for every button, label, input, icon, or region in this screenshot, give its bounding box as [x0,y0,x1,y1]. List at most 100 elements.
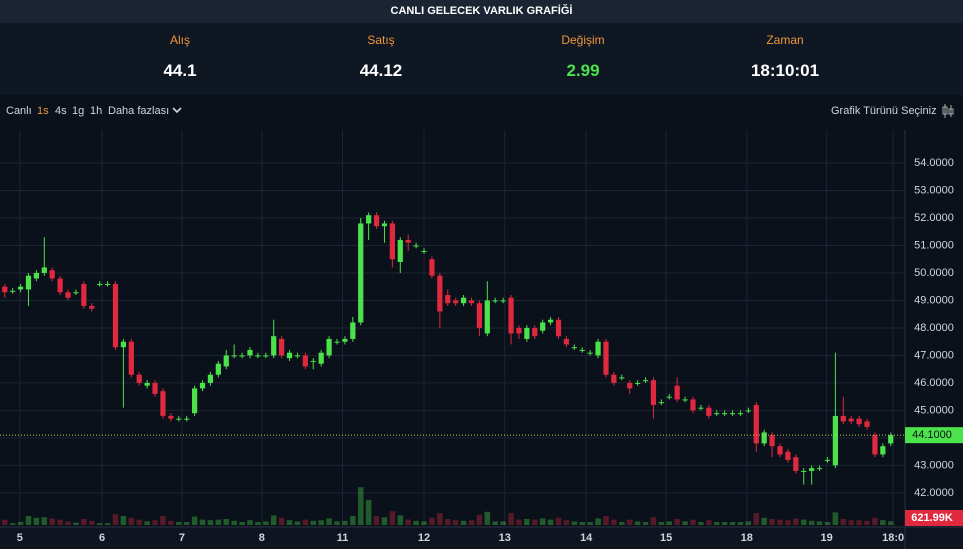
volume-bar [658,522,665,525]
candle-body [777,446,783,455]
volume-bar [310,520,317,525]
volume-bar [41,517,48,525]
volume-bar [421,521,427,525]
last-price-box [905,427,963,444]
volume-bar [571,521,578,525]
volume-bar [603,516,609,525]
volume-bar [231,520,237,525]
stat-label: Zaman [766,33,804,47]
volume-bar [579,522,586,525]
x-tick-label: 15 [660,532,672,544]
candle-body [381,223,388,227]
volume-bar [437,513,443,525]
volume-bar [595,518,601,525]
candle-body [25,275,32,290]
x-tick-label: 6 [99,532,105,544]
candle-body [555,319,562,337]
candle-body [595,341,601,356]
candle-body [17,286,24,290]
candle-body [722,413,728,415]
chart-bg [0,130,963,549]
volume-bar [500,521,506,525]
candle-body [453,300,459,304]
candle-body [650,380,657,405]
candle-body [373,215,380,227]
stat-label: Değişim [561,33,605,47]
candle-body [468,300,475,304]
candle-body [255,355,261,357]
volume-bar [761,517,767,525]
candle-body [366,215,372,224]
volume-bar [57,519,63,525]
volume-bar [460,520,467,525]
volume-bar [152,520,158,525]
volume-bar [626,519,633,525]
stats-panel: Alış 44.1 Satış 44.12 Değişim 2.99 Zaman 18:10:… [0,23,963,95]
volume-bar [880,520,886,525]
interval-button[interactable]: 4s [55,105,67,117]
candle-body [184,418,190,420]
candle-body [737,413,744,415]
candle-body [587,352,593,354]
candle-body [571,347,577,349]
volume-bar [721,522,728,525]
volume-bar [294,521,301,525]
candle-body [729,413,736,415]
volume-bar [745,521,752,525]
volume-bar [33,517,40,525]
candle-body [856,418,862,425]
volume-bar [326,518,332,525]
volume-bar [144,521,150,525]
volume-bar [682,521,688,525]
candle-body [97,283,103,285]
volume-bar [872,517,878,525]
volume-bar [587,522,593,525]
interval-button[interactable]: 1h [90,105,103,117]
candle-body [104,283,111,285]
candle-body [318,352,324,364]
volume-bar [666,521,673,525]
candle-body [397,239,403,262]
candle-body [223,355,229,367]
volume-bar [887,521,894,525]
last-price-label: 44.1000 [912,429,952,441]
interval-button[interactable]: 1g [72,105,85,117]
candle-body [199,382,206,389]
x-tick-label: 11 [337,532,349,544]
chart-type-selector[interactable]: Grafik Türünü Seçiniz [831,105,937,117]
volume-bar [318,520,324,525]
volume-bar [263,521,269,525]
volume-bar [247,520,253,525]
interval-button[interactable]: Canlı [6,105,32,117]
volume-bar [785,520,791,525]
candle-body [144,382,150,386]
volume-bar [215,519,222,525]
candle-body [690,399,696,411]
candle-body [120,341,127,348]
volume-bar [864,520,870,525]
volume-bar [524,519,530,525]
volume-bar [808,520,815,525]
volume-bar [334,521,340,525]
volume-bar [286,520,293,525]
candle-body [484,300,490,334]
candle-body [603,341,609,375]
interval-button[interactable]: Daha fazlası [108,105,170,117]
volume-bar [373,516,380,525]
volume-bar [207,520,214,525]
candle-body [445,294,451,304]
candle-body [65,292,71,298]
interval-button[interactable]: 1s [37,105,49,117]
volume-bar [674,519,680,525]
candle-body [350,322,356,339]
candle-body [294,355,301,357]
candle-body [215,363,221,375]
volume-bar [176,522,182,525]
candle-body [310,360,316,362]
y-tick-label: 46.0000 [914,377,954,389]
candle-body [421,250,427,252]
candle-body [627,382,633,389]
volume-bar [183,522,190,525]
candle-body [761,432,767,444]
